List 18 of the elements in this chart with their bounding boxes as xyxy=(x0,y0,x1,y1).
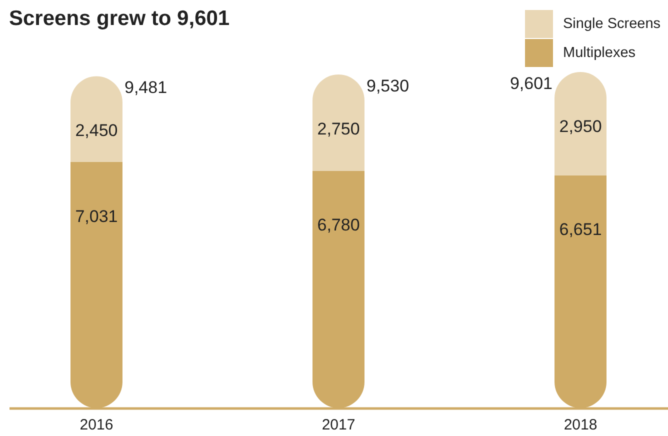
data-label: 2,950 xyxy=(559,117,602,136)
data-label: 7,031 xyxy=(75,206,118,226)
x-tick-label: 2017 xyxy=(322,416,356,434)
data-label: 2,750 xyxy=(317,119,360,138)
legend-label: Single Screens xyxy=(563,16,661,32)
total-label: 9,481 xyxy=(124,78,168,98)
legend-label: Multiplexes xyxy=(563,45,636,61)
x-tick-label: 2018 xyxy=(564,416,598,434)
total-label: 9,530 xyxy=(366,76,410,96)
bar xyxy=(312,74,364,171)
chart-title: Screens grew to 9,601 xyxy=(9,7,230,30)
bar xyxy=(70,76,122,162)
x-tick-label: 2016 xyxy=(80,416,114,434)
data-label: 6,651 xyxy=(559,220,602,240)
total-label: 9,601 xyxy=(510,74,553,93)
bar xyxy=(554,72,607,176)
data-label: 2,450 xyxy=(75,121,118,140)
data-label: 6,780 xyxy=(317,216,360,235)
